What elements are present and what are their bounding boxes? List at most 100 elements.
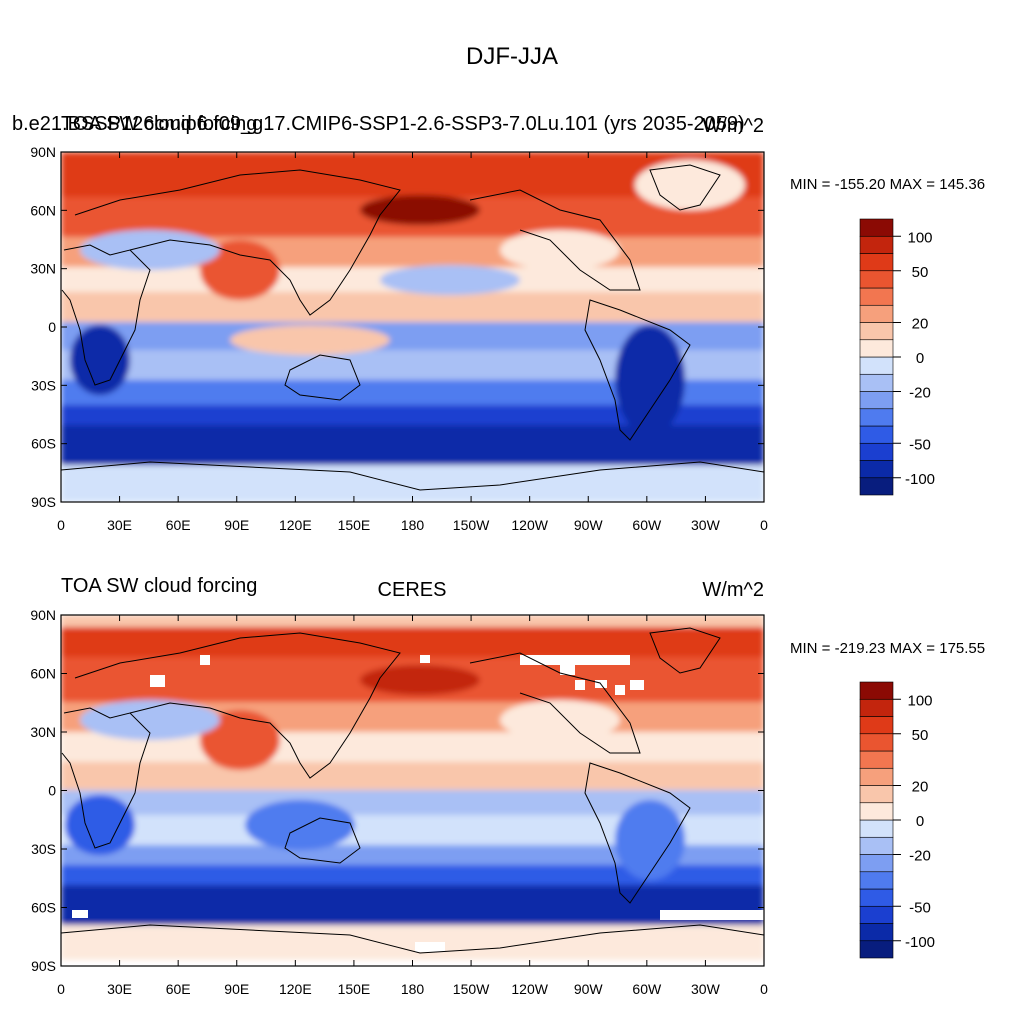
colorbar-box xyxy=(859,888,894,907)
x-tick-label: 150W xyxy=(453,981,490,997)
colorbar-label: -100 xyxy=(905,934,935,951)
panel-2-left-title: TOA SW cloud forcing xyxy=(61,575,257,597)
y-tick-label: 30N xyxy=(30,261,56,277)
x-tick-label: 30W xyxy=(691,517,721,533)
colorbar-box xyxy=(859,785,894,804)
colorbar-box xyxy=(859,235,894,254)
panel-1-field xyxy=(61,152,764,502)
colorbar-box xyxy=(859,733,894,752)
colorbar-label: 0 xyxy=(916,813,924,830)
colorbar-box xyxy=(859,373,894,392)
panel-1-left-title: b.e21.BSSP126cmip6.f09_g17.CMIP6-SSP1-2.… xyxy=(12,113,745,135)
x-tick-label: 150E xyxy=(338,981,371,997)
panel-2: 0 30E 60E 90E 120E 150E 180 150W 120W 90W 60W 30W 09… xyxy=(30,575,985,997)
x-tick-label: 90E xyxy=(224,981,249,997)
x-tick-label: 30E xyxy=(107,981,132,997)
colorbar-box xyxy=(859,923,894,942)
colorbar-label: -20 xyxy=(909,385,931,402)
y-tick-label: 60N xyxy=(30,202,56,218)
colorbar-box xyxy=(859,836,894,855)
colorbar-box xyxy=(859,802,894,821)
colorbar-label: 100 xyxy=(907,229,932,246)
colorbar-box xyxy=(859,716,894,735)
colorbar-box xyxy=(859,270,894,289)
panel-2-center-title: CERES xyxy=(378,579,447,601)
x-tick-label: 120E xyxy=(279,981,312,997)
y-tick-label: 0 xyxy=(48,783,56,799)
colorbar-box xyxy=(859,750,894,769)
y-tick-label: 90N xyxy=(30,607,56,623)
x-tick-label: 0 xyxy=(57,981,65,997)
colorbar-box xyxy=(859,304,894,323)
colorbar-label: -20 xyxy=(909,848,931,865)
panel-1-minmax: MIN = -155.20 MAX = 145.36 xyxy=(790,176,985,193)
y-tick-label: 90N xyxy=(30,144,56,160)
colorbar-label: -50 xyxy=(909,899,931,916)
panel-1-left-title-overlap: TOA SW cloud forcing xyxy=(61,113,257,135)
y-tick-label: 90S xyxy=(31,958,56,974)
colorbar-box xyxy=(859,460,894,479)
x-tick-label: 90W xyxy=(574,981,604,997)
colorbar-box xyxy=(859,940,894,959)
y-tick-label: 30S xyxy=(31,841,56,857)
x-tick-label: 0 xyxy=(760,981,768,997)
colorbar-label: 100 xyxy=(907,692,932,709)
colorbar-box xyxy=(859,905,894,924)
colorbar-box xyxy=(859,871,894,890)
colorbar-label: 50 xyxy=(912,264,929,281)
colorbar-box xyxy=(859,681,894,700)
colorbar-label: -50 xyxy=(909,436,931,453)
colorbar-label: 0 xyxy=(916,350,924,367)
colorbar-box xyxy=(859,391,894,410)
figure-title: DJF-JJA xyxy=(466,43,558,70)
y-tick-label: 30N xyxy=(30,724,56,740)
x-tick-label: 0 xyxy=(57,517,65,533)
panel-1-coastlines xyxy=(61,164,764,491)
x-tick-label: 90E xyxy=(224,517,249,533)
colorbar-label: 20 xyxy=(912,779,929,796)
panel-2-field xyxy=(61,615,764,966)
colorbar-label: -100 xyxy=(905,471,935,488)
x-tick-label: 0 xyxy=(760,517,768,533)
y-tick-label: 60N xyxy=(30,666,56,682)
colorbar-box xyxy=(859,698,894,717)
colorbar-box xyxy=(859,218,894,237)
colorbar-label: 20 xyxy=(912,316,929,333)
panel-2-minmax: MIN = -219.23 MAX = 175.55 xyxy=(790,640,985,657)
x-tick-label: 60W xyxy=(632,981,662,997)
y-tick-label: 30S xyxy=(31,377,56,393)
x-tick-label: 120W xyxy=(511,517,548,533)
colorbar-box xyxy=(859,253,894,272)
panel-1-right-title: W/m^2 xyxy=(702,115,764,137)
x-tick-label: 90W xyxy=(574,517,604,533)
x-tick-label: 30W xyxy=(691,981,721,997)
x-tick-label: 30E xyxy=(107,517,132,533)
panel-1-colorbar: -100 -50 -20 0 20 50 100 xyxy=(859,218,935,496)
colorbar-box xyxy=(859,425,894,444)
colorbar-box xyxy=(859,356,894,375)
panel-2-coastlines xyxy=(61,627,764,954)
colorbar-box xyxy=(859,287,894,306)
colorbar-box xyxy=(859,322,894,341)
colorbar-box xyxy=(859,767,894,786)
colorbar-box xyxy=(859,442,894,461)
y-tick-label: 60S xyxy=(31,436,56,452)
x-tick-label: 60E xyxy=(166,517,191,533)
x-tick-label: 180 xyxy=(401,517,425,533)
y-tick-label: 60S xyxy=(31,900,56,916)
x-tick-label: 150W xyxy=(453,517,490,533)
y-tick-label: 0 xyxy=(48,319,56,335)
y-tick-label: 90S xyxy=(31,494,56,510)
x-tick-label: 180 xyxy=(401,981,425,997)
x-tick-label: 150E xyxy=(338,517,371,533)
x-tick-label: 120E xyxy=(279,517,312,533)
panel-2-colorbar: -100 -50 -20 0 20 50 100 xyxy=(859,681,935,959)
colorbar-box xyxy=(859,819,894,838)
colorbar-label: 50 xyxy=(912,727,929,744)
panel-2-right-title: W/m^2 xyxy=(702,579,764,601)
x-tick-label: 60W xyxy=(632,517,662,533)
colorbar-box xyxy=(859,854,894,873)
colorbar-box xyxy=(859,339,894,358)
x-tick-label: 60E xyxy=(166,981,191,997)
